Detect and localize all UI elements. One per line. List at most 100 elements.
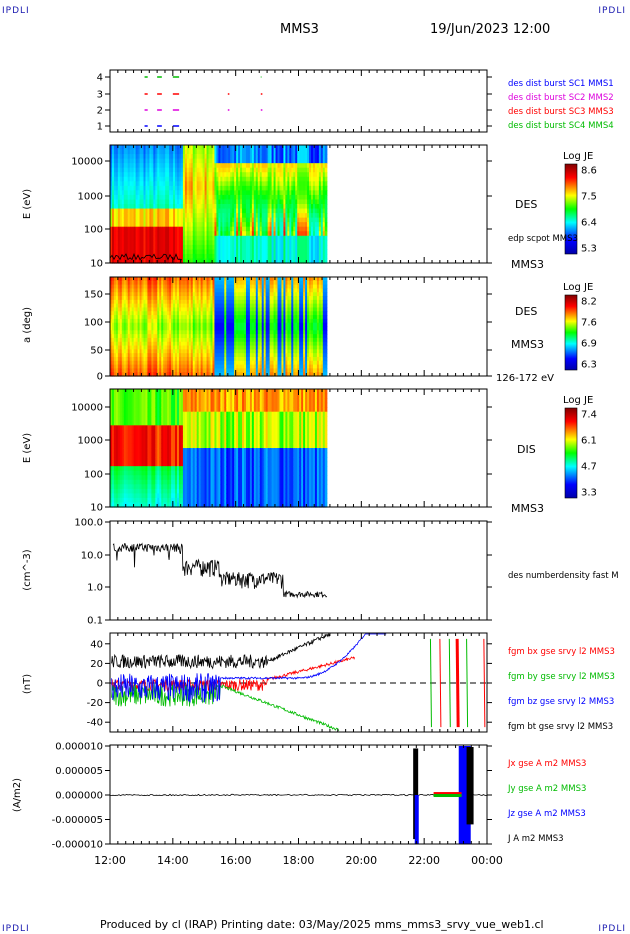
des-energy-cell [110, 185, 113, 191]
des-energy-cell [125, 167, 129, 173]
des-energy-cell [277, 244, 281, 250]
des-energy-cell [253, 158, 257, 164]
des-energy-cell [110, 176, 113, 182]
des-energy-cell [184, 258, 188, 264]
des-energy-cell [198, 158, 202, 164]
des-energy-cell [121, 158, 125, 164]
des-energy-cell [269, 163, 273, 169]
des-energy-cell [322, 235, 326, 241]
des-energy-cell [184, 190, 188, 196]
des-energy-cell [141, 244, 145, 250]
des-pitch-cell [115, 318, 119, 324]
des-energy-cell [318, 249, 322, 255]
des-energy-cell [255, 149, 259, 155]
des-energy-cell [210, 204, 214, 210]
des-energy-cell [234, 222, 237, 228]
des-energy-cell [192, 149, 196, 155]
des-energy-cell [127, 163, 131, 169]
des-energy-cell [129, 199, 133, 205]
des-energy-cell [110, 208, 113, 214]
des-energy-cell [131, 167, 135, 173]
des-energy-cell [117, 149, 121, 155]
des-energy-cell [275, 249, 279, 255]
des-energy-cell [320, 253, 324, 260]
des-energy-cell [178, 226, 182, 232]
des-energy-cell [244, 240, 247, 246]
des-energy-cell [265, 249, 269, 255]
des-energy-cell [188, 145, 192, 151]
des-energy-cell [110, 231, 113, 237]
des-energy-cell [137, 181, 141, 187]
des-energy-cell [301, 213, 304, 219]
des-energy-cell [190, 194, 194, 201]
des-energy-cell [119, 249, 123, 255]
des-energy-cell [220, 190, 223, 196]
des-energy-cell [291, 222, 294, 228]
des-energy-cell [261, 167, 265, 173]
des-energy-cell [157, 208, 160, 214]
des-energy-cell [324, 167, 328, 173]
des-energy-cell [119, 181, 123, 187]
des-energy-cell [133, 199, 137, 205]
des-energy-cell [291, 176, 294, 182]
des-energy-cell [305, 226, 308, 232]
des-energy-cell [157, 176, 160, 182]
des-energy-cell [171, 176, 174, 182]
des-pitch-cell [121, 299, 125, 305]
des-energy-cell [208, 172, 212, 178]
des-energy-cell [155, 194, 158, 201]
des-energy-cell [259, 145, 263, 151]
des-energy-cell [312, 149, 316, 155]
des-energy-cell [242, 240, 245, 246]
des-energy-cell [157, 194, 160, 201]
des-energy-cell [226, 185, 229, 191]
des-energy-cell [151, 235, 154, 241]
des-energy-cell [291, 208, 294, 214]
des-energy-cell [173, 258, 176, 264]
des-energy-cell [279, 176, 283, 182]
des-energy-cell [151, 158, 154, 164]
des-energy-cell [153, 213, 156, 219]
des-energy-cell [287, 249, 290, 255]
des-energy-cell [245, 172, 249, 178]
des-energy-cell [311, 204, 314, 210]
des-energy-cell [238, 208, 241, 214]
des-energy-cell [163, 176, 166, 182]
des-energy-cell [216, 181, 219, 187]
des-energy-cell [218, 249, 221, 255]
des-energy-cell [196, 249, 200, 255]
des-energy-cell [218, 222, 221, 228]
des-energy-cell [234, 167, 237, 173]
des-energy-cell [226, 208, 229, 214]
des-pitch-cell [111, 303, 115, 309]
des-energy-cell [293, 231, 296, 237]
des-energy-cell [167, 240, 170, 246]
des-pitch-cell [111, 353, 115, 358]
des-energy-cell [117, 253, 121, 260]
des-energy-cell [171, 244, 174, 250]
des-energy-cell [153, 249, 156, 255]
des-energy-cell [210, 208, 214, 214]
des-pitch-cell [119, 280, 123, 286]
des-energy-cell [169, 154, 172, 160]
des-energy-cell [224, 244, 227, 250]
des-energy-cell [159, 208, 162, 214]
des-energy-cell [230, 145, 233, 151]
des-energy-cell [180, 231, 184, 237]
des-energy-cell [210, 176, 214, 182]
des-energy-cell [283, 194, 286, 201]
des-energy-cell [316, 217, 320, 223]
des-energy-cell [198, 204, 202, 210]
des-energy-cell [220, 194, 223, 201]
des-energy-cell [247, 235, 251, 241]
des-pitch-cell [125, 277, 129, 282]
des-energy-cell [208, 181, 212, 187]
des-energy-cell [283, 240, 286, 246]
des-energy-cell [139, 172, 143, 178]
des-energy-cell [167, 181, 170, 187]
des-energy-cell [263, 158, 267, 164]
des-pitch-cell [125, 345, 129, 350]
des-energy-cell [307, 149, 310, 155]
des-energy-cell [157, 199, 160, 205]
des-pitch-cell [129, 372, 133, 377]
